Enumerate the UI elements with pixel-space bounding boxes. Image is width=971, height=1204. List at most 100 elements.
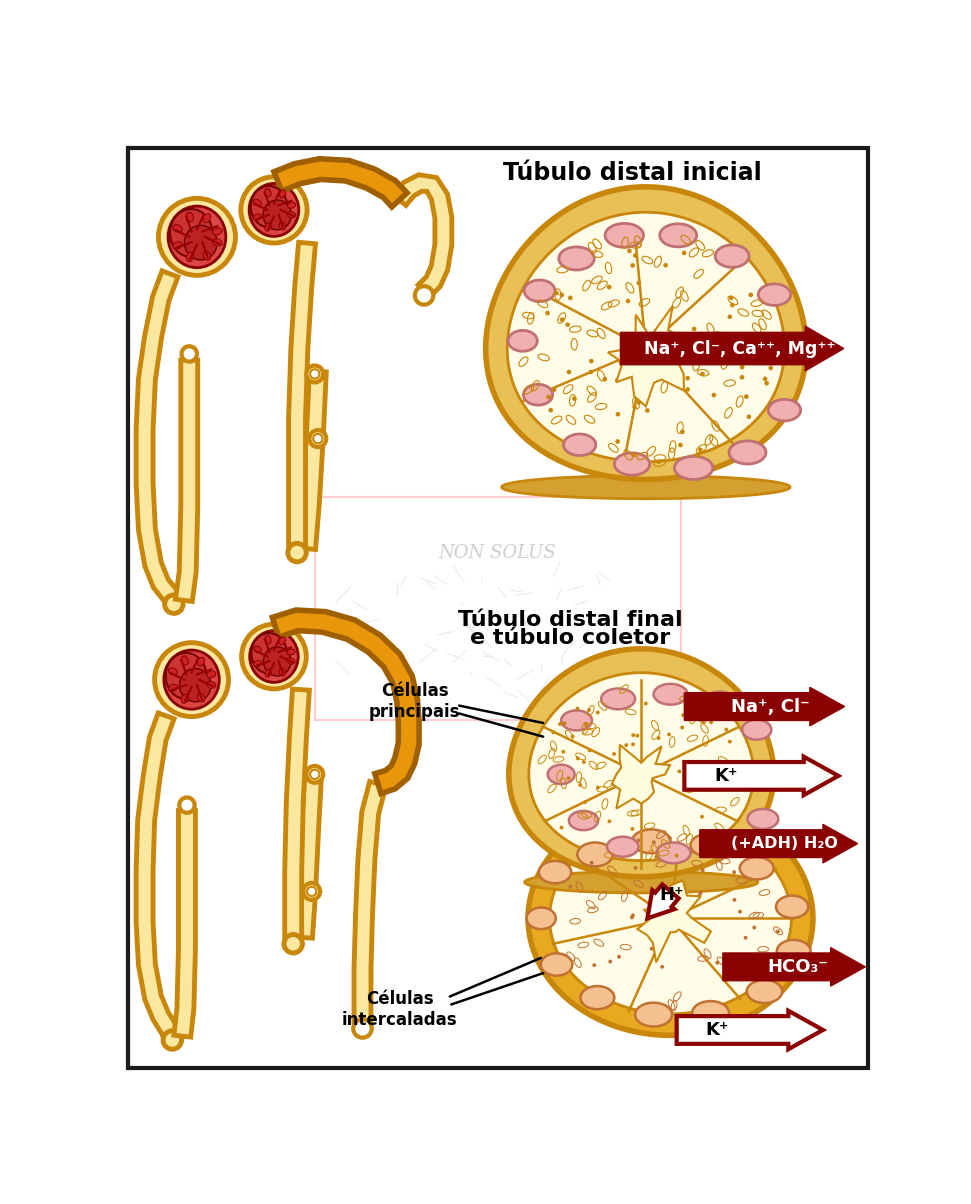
Circle shape <box>624 743 628 746</box>
Polygon shape <box>136 271 181 606</box>
Text: Túbulo distal inicial: Túbulo distal inicial <box>503 161 761 185</box>
Circle shape <box>695 453 700 458</box>
Polygon shape <box>176 360 198 602</box>
Circle shape <box>559 293 564 297</box>
Circle shape <box>637 838 641 843</box>
Circle shape <box>576 707 580 710</box>
FancyArrow shape <box>620 326 844 371</box>
FancyArrow shape <box>677 1010 823 1049</box>
Circle shape <box>700 815 704 819</box>
Circle shape <box>691 326 696 331</box>
Circle shape <box>644 702 648 706</box>
Circle shape <box>667 732 671 737</box>
Polygon shape <box>136 713 180 1040</box>
Ellipse shape <box>758 284 790 306</box>
Circle shape <box>744 394 749 399</box>
Ellipse shape <box>776 896 808 917</box>
Circle shape <box>567 777 571 780</box>
Circle shape <box>603 377 607 382</box>
Circle shape <box>587 749 591 752</box>
Circle shape <box>182 347 197 361</box>
Circle shape <box>616 412 620 417</box>
Circle shape <box>650 946 653 951</box>
Circle shape <box>552 731 555 734</box>
Polygon shape <box>550 822 791 1014</box>
Circle shape <box>635 733 639 738</box>
Ellipse shape <box>578 843 613 867</box>
Circle shape <box>306 366 323 383</box>
Polygon shape <box>502 476 790 498</box>
FancyArrow shape <box>722 948 865 986</box>
Ellipse shape <box>704 691 736 713</box>
Circle shape <box>678 769 682 773</box>
Circle shape <box>686 376 690 380</box>
Circle shape <box>728 739 732 744</box>
Circle shape <box>636 281 641 285</box>
Circle shape <box>667 861 671 864</box>
Ellipse shape <box>605 224 644 247</box>
Text: e túbulo coletor: e túbulo coletor <box>470 628 671 648</box>
Ellipse shape <box>203 252 211 260</box>
Ellipse shape <box>265 223 271 231</box>
Circle shape <box>729 295 733 300</box>
Circle shape <box>630 264 635 267</box>
Ellipse shape <box>526 908 555 929</box>
Circle shape <box>310 370 319 378</box>
Circle shape <box>568 885 572 889</box>
Circle shape <box>631 743 635 746</box>
Circle shape <box>596 786 600 790</box>
Circle shape <box>576 756 580 760</box>
Circle shape <box>631 914 635 917</box>
Polygon shape <box>507 212 785 461</box>
Polygon shape <box>528 802 813 1035</box>
Ellipse shape <box>180 668 211 702</box>
Circle shape <box>738 910 742 914</box>
Circle shape <box>700 372 705 377</box>
Polygon shape <box>637 880 711 962</box>
Circle shape <box>716 961 720 964</box>
Circle shape <box>682 713 686 716</box>
Ellipse shape <box>508 330 537 352</box>
Ellipse shape <box>265 189 271 196</box>
Circle shape <box>701 719 705 724</box>
Circle shape <box>654 855 658 858</box>
Circle shape <box>565 323 570 327</box>
Circle shape <box>749 293 753 297</box>
Ellipse shape <box>263 647 291 675</box>
Circle shape <box>310 430 326 447</box>
Circle shape <box>592 963 596 967</box>
Ellipse shape <box>197 657 205 666</box>
Circle shape <box>645 408 650 413</box>
Circle shape <box>730 302 735 307</box>
Circle shape <box>612 752 616 756</box>
Circle shape <box>716 780 720 785</box>
Circle shape <box>303 883 320 899</box>
Ellipse shape <box>213 228 222 235</box>
Ellipse shape <box>280 222 285 230</box>
Polygon shape <box>608 306 687 406</box>
Circle shape <box>709 720 713 724</box>
Ellipse shape <box>169 684 178 691</box>
Ellipse shape <box>656 843 690 863</box>
Polygon shape <box>299 371 326 549</box>
Circle shape <box>554 291 559 295</box>
Circle shape <box>712 831 716 834</box>
Ellipse shape <box>708 834 741 856</box>
Circle shape <box>584 801 587 804</box>
Bar <box>315 497 681 720</box>
Circle shape <box>676 860 680 863</box>
Ellipse shape <box>569 811 598 831</box>
Text: Células
principais: Células principais <box>369 681 460 721</box>
Circle shape <box>732 870 736 874</box>
Ellipse shape <box>169 668 178 675</box>
Circle shape <box>757 952 760 956</box>
Polygon shape <box>285 689 310 938</box>
Circle shape <box>287 543 306 562</box>
Circle shape <box>763 377 767 382</box>
Ellipse shape <box>287 649 295 655</box>
Circle shape <box>630 827 634 831</box>
Circle shape <box>750 338 754 343</box>
Circle shape <box>608 820 612 824</box>
Circle shape <box>712 393 717 397</box>
Circle shape <box>678 443 683 448</box>
